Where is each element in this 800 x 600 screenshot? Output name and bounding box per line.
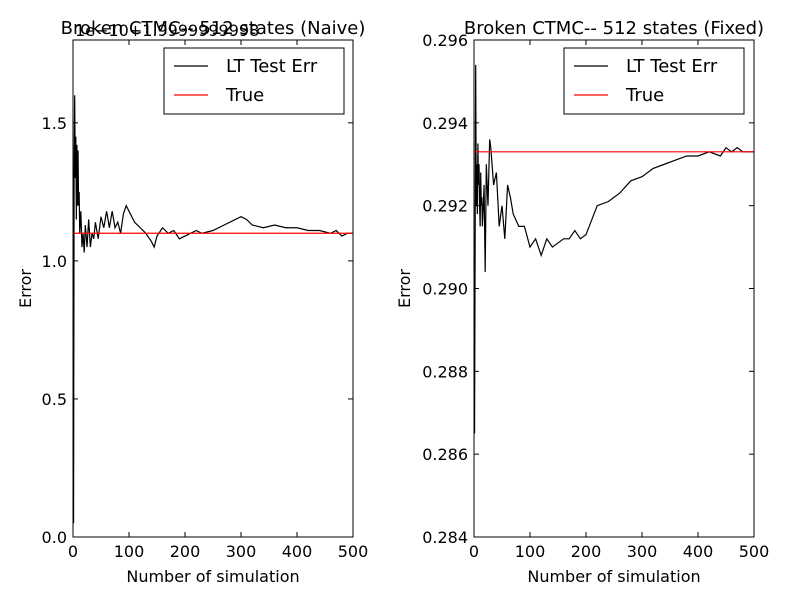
fixed-x-tick-label: 0 — [469, 542, 479, 561]
fixed-y-tick-label: 0.296 — [422, 31, 468, 50]
fixed-ticks: 0 100 200 300 400 500 0.284 0.286 0.288 0.290 0.29… — [422, 31, 769, 561]
fixed-y-tick-label: 0.286 — [422, 445, 468, 464]
naive-x-tick-label: 400 — [282, 542, 313, 561]
naive-y-axis-label: Error — [16, 269, 35, 308]
naive-legend: LT Test Err True — [163, 47, 345, 115]
fixed-x-axis-label: Number of simulation — [527, 567, 700, 586]
naive-x-tick-label: 300 — [226, 542, 257, 561]
naive-y-tick-label: 0.0 — [42, 528, 67, 547]
fixed-chart-title: Broken CTMC-- 512 states (Fixed) — [464, 18, 764, 39]
fixed-x-tick-label: 100 — [515, 542, 546, 561]
fixed-y-tick-label: 0.288 — [422, 362, 468, 381]
fixed-y-axis-label: Error — [395, 269, 414, 308]
naive-legend-label-true: True — [225, 85, 264, 106]
fixed-x-tick-label: 500 — [739, 542, 770, 561]
fixed-legend-box — [563, 47, 745, 115]
fixed-series-lt-test-err — [474, 64, 754, 434]
naive-panel: 0 100 200 300 400 500 0.0 0.5 1.0 1.5 Broken CTMC… — [16, 18, 368, 586]
fixed-y-tick-label: 0.284 — [422, 528, 468, 547]
fixed-y-tick-label: 0.290 — [422, 280, 468, 299]
naive-ticks: 0 100 200 300 400 500 0.0 0.5 1.0 1.5 — [42, 40, 369, 561]
naive-x-tick-label: 100 — [114, 542, 145, 561]
fixed-legend-label-true: True — [625, 85, 664, 106]
naive-plot-area — [73, 95, 353, 524]
fixed-plot-area — [474, 64, 754, 434]
naive-axes-frame — [72, 39, 354, 538]
fixed-legend: LT Test Err True — [563, 47, 745, 115]
naive-y-tick-label: 1.5 — [42, 114, 67, 133]
naive-x-tick-label: 500 — [338, 542, 369, 561]
naive-x-axis-label: Number of simulation — [126, 567, 299, 586]
fixed-x-tick-label: 400 — [683, 542, 714, 561]
naive-y-tick-label: 1.0 — [42, 252, 67, 271]
naive-x-tick-label: 0 — [68, 542, 78, 561]
fixed-panel: 0 100 200 300 400 500 0.284 0.286 0.288 0.290 0.29… — [395, 18, 769, 586]
fixed-x-tick-label: 300 — [627, 542, 658, 561]
fixed-y-tick-label: 0.292 — [422, 197, 468, 216]
fixed-y-tick-label: 0.294 — [422, 114, 468, 133]
naive-series-lt-test-err — [73, 95, 353, 524]
naive-y-offset-text: 1e−10+1.9999999998 — [75, 21, 259, 40]
naive-chart-title: Broken CTMC-- 512 states (Naive) — [61, 18, 366, 39]
naive-legend-label-lt-test-err: LT Test Err — [226, 56, 318, 77]
fixed-legend-label-lt-test-err: LT Test Err — [626, 56, 718, 77]
fixed-x-tick-label: 200 — [571, 542, 602, 561]
naive-y-tick-label: 0.5 — [42, 390, 67, 409]
naive-legend-box — [163, 47, 345, 115]
naive-x-tick-label: 200 — [170, 542, 201, 561]
